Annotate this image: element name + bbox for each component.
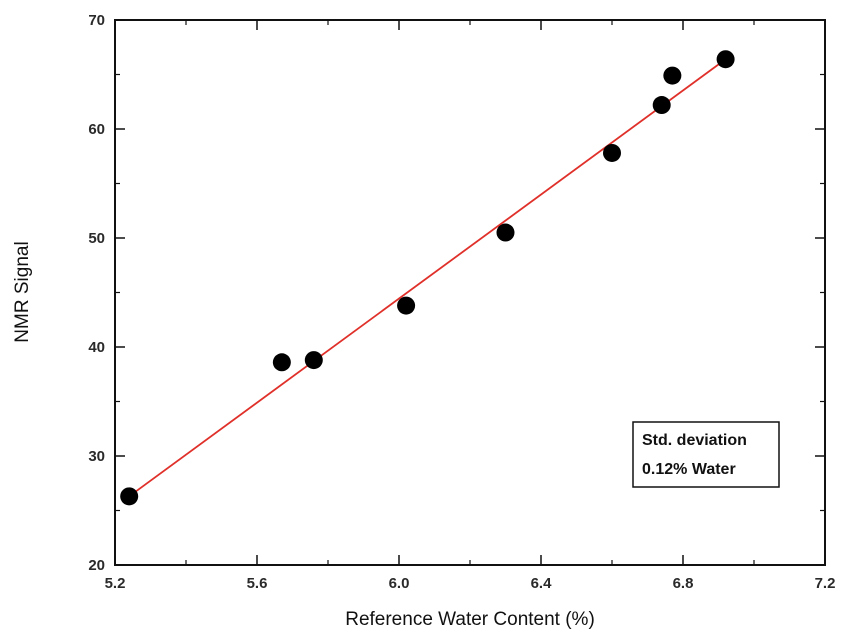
x-axis-title: Reference Water Content (%) [345,609,595,630]
x-tick-label: 5.2 [105,575,126,592]
points-layer [120,50,735,506]
data-point [397,296,416,315]
x-tick-label: 6.0 [389,575,410,592]
x-tick-label: 6.8 [673,575,694,592]
fit-line [128,58,727,498]
data-point [652,96,671,115]
data-point [716,50,735,69]
data-point [663,66,682,85]
annotation-line-2: 0.12% Water [642,461,736,478]
y-axis-title: NMR Signal [12,241,33,342]
y-tick-label: 20 [88,557,105,574]
data-point [120,487,139,506]
data-point [304,351,323,370]
ticks-layer: 5.2 5.6 6.0 6.4 6.8 7.2 20 30 40 50 60 70 [88,12,835,592]
annotation-frame [632,421,780,488]
data-point [272,353,291,372]
fit-layer [128,58,727,498]
y-tick-label: 40 [88,339,105,356]
data-point [603,143,621,162]
x-tick-label: 6.4 [531,575,553,592]
data-point [496,223,515,242]
annotation-box: Std. deviation 0.12% Water [632,421,780,488]
y-tick-label: 50 [88,230,105,247]
annotation-line-1: Std. deviation [642,432,747,449]
x-tick-label: 7.2 [815,575,836,592]
x-tick-label: 5.6 [247,575,268,592]
y-tick-label: 70 [88,12,105,29]
y-tick-label: 30 [88,448,105,465]
y-tick-label: 60 [88,121,105,138]
